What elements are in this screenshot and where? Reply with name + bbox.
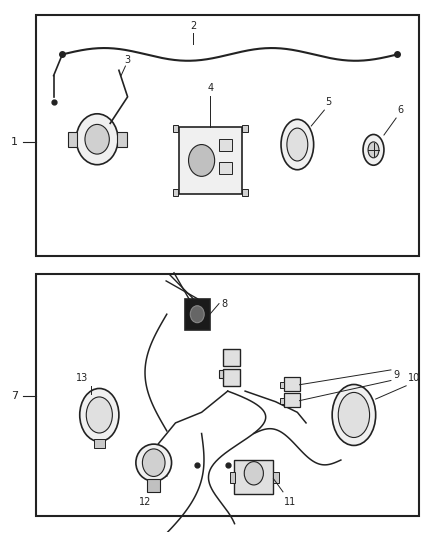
Text: 13: 13 bbox=[76, 373, 88, 383]
Text: 5: 5 bbox=[325, 98, 332, 108]
Ellipse shape bbox=[86, 397, 113, 433]
Bar bbox=[280, 398, 284, 405]
Bar bbox=[242, 189, 247, 196]
Circle shape bbox=[190, 306, 204, 322]
Text: 9: 9 bbox=[393, 370, 399, 380]
Bar bbox=[219, 139, 232, 151]
Ellipse shape bbox=[332, 384, 376, 446]
Bar bbox=[280, 382, 284, 389]
Bar bbox=[242, 125, 247, 132]
Circle shape bbox=[85, 124, 110, 154]
Bar bbox=[36, 274, 419, 516]
Text: 7: 7 bbox=[11, 391, 18, 401]
Bar bbox=[223, 369, 240, 386]
Circle shape bbox=[76, 114, 118, 165]
Bar bbox=[185, 299, 210, 329]
Ellipse shape bbox=[136, 444, 172, 481]
Bar bbox=[173, 125, 178, 132]
Circle shape bbox=[188, 144, 215, 176]
Bar bbox=[219, 162, 232, 174]
Bar bbox=[230, 472, 235, 483]
Ellipse shape bbox=[368, 142, 379, 158]
Bar bbox=[147, 479, 160, 492]
Bar bbox=[284, 377, 300, 391]
Bar bbox=[67, 132, 77, 147]
Text: 11: 11 bbox=[284, 497, 297, 507]
Bar bbox=[179, 127, 242, 193]
Circle shape bbox=[142, 449, 165, 477]
Text: 1: 1 bbox=[11, 137, 18, 147]
Text: 12: 12 bbox=[139, 497, 151, 507]
Bar bbox=[173, 189, 178, 196]
Bar bbox=[273, 472, 279, 483]
Ellipse shape bbox=[281, 119, 314, 169]
Bar bbox=[117, 132, 127, 147]
Bar bbox=[234, 460, 273, 495]
Circle shape bbox=[244, 462, 263, 485]
Bar bbox=[219, 370, 223, 378]
Text: 4: 4 bbox=[207, 83, 213, 93]
Bar bbox=[36, 14, 419, 256]
Ellipse shape bbox=[80, 389, 119, 441]
Ellipse shape bbox=[338, 392, 370, 438]
Text: 2: 2 bbox=[190, 21, 196, 30]
Text: 10: 10 bbox=[408, 373, 420, 383]
Text: 6: 6 bbox=[397, 106, 403, 115]
Bar bbox=[223, 349, 240, 366]
Text: 8: 8 bbox=[221, 298, 227, 309]
Text: 3: 3 bbox=[124, 55, 131, 65]
Bar bbox=[284, 393, 300, 407]
Bar bbox=[94, 439, 105, 448]
Ellipse shape bbox=[363, 134, 384, 165]
Ellipse shape bbox=[287, 128, 308, 161]
